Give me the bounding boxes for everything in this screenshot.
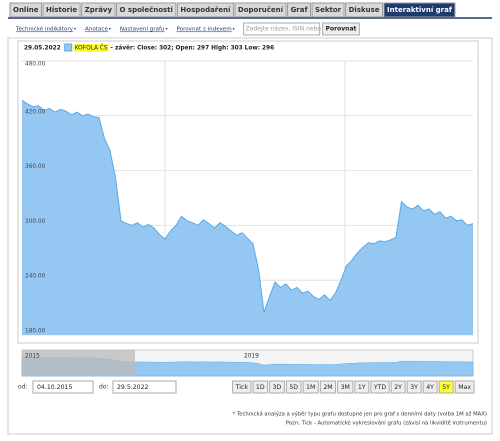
from-input-box[interactable] [32, 380, 94, 394]
toolbar-link[interactable]: Nastavení grafu [120, 26, 165, 33]
area-line [21, 99, 474, 313]
search-box[interactable] [243, 22, 321, 36]
tab-label[interactable]: Online [13, 6, 39, 14]
to-label: do: [99, 384, 109, 391]
range-button[interactable]: Tick [235, 384, 249, 391]
y-tick-label: 360.00 [25, 164, 46, 170]
range-button[interactable]: Max [458, 384, 471, 391]
date-label: 29.05.2022 [24, 46, 61, 52]
range-button-box[interactable] [454, 380, 475, 394]
y-tick-label: 480.00 [25, 62, 46, 68]
y-tick-label: 240.00 [25, 274, 46, 280]
range-button-box[interactable] [269, 380, 285, 394]
tab-label[interactable]: Hospodaření [180, 6, 231, 14]
range-button[interactable]: 1Y [358, 384, 366, 391]
compare-button-box[interactable] [322, 22, 360, 36]
toolbar-link[interactable]: Porovnat s indexem [176, 27, 231, 33]
y-tick-label: 180.00 [25, 329, 46, 335]
to-input[interactable]: 29.5.2022 [117, 384, 149, 391]
tab[interactable] [287, 2, 312, 18]
tab-label[interactable]: Graf [291, 6, 309, 14]
y-tick-label: 300.00 [25, 219, 46, 225]
range-button-box[interactable] [354, 380, 370, 394]
range-button[interactable]: 5D [289, 384, 298, 391]
range-button-box[interactable] [319, 380, 337, 394]
panel-frame [7, 37, 493, 435]
note: Pozn: Tick - Automatické vykreslování gr… [286, 420, 487, 427]
range-button[interactable]: 5Y [442, 384, 450, 391]
tab[interactable] [311, 2, 345, 18]
tab[interactable] [176, 2, 234, 18]
tab-label[interactable]: O společnosti [120, 6, 173, 14]
tab-label[interactable]: Diskuse [349, 6, 380, 14]
legend-swatch [64, 43, 73, 52]
range-button[interactable]: 3M [341, 384, 350, 391]
legend-detail: - závěr: Close: 302; Open: 297 High: 303… [111, 45, 275, 52]
tab[interactable] [234, 2, 287, 18]
compare-button[interactable]: Porovnat [326, 26, 357, 33]
legend-highlight [73, 44, 109, 52]
tab-label[interactable]: Zprávy [85, 6, 113, 14]
range-button-box[interactable] [406, 380, 422, 394]
note: * Technická analýza a výběr typu grafu d… [233, 411, 487, 418]
tab-label[interactable]: Doporučení [238, 6, 284, 14]
tab[interactable] [383, 2, 456, 18]
tab[interactable] [9, 2, 42, 18]
dropdown-arrow: ▾ [109, 26, 111, 31]
range-button-box[interactable] [438, 380, 454, 394]
navigator-label: 2015 [25, 354, 40, 360]
navigator-mask [22, 350, 135, 376]
range-button-box[interactable] [337, 380, 354, 394]
range-button-box[interactable] [422, 380, 438, 394]
from-label: od: [18, 384, 28, 391]
from-input[interactable]: 04.10.2015 [37, 384, 72, 391]
range-button[interactable]: 1M [306, 384, 315, 391]
range-button[interactable]: 2M [323, 384, 332, 391]
navigator-label: 2019 [244, 354, 259, 360]
tab[interactable] [42, 2, 81, 18]
range-button[interactable]: YTD [373, 384, 387, 391]
dropdown-arrow: ▾ [233, 26, 235, 31]
search-input[interactable]: Zadejte název, ISIN nebo [246, 26, 322, 33]
toolbar-link[interactable]: Technické indikátory [15, 26, 74, 33]
range-button-box[interactable] [285, 380, 302, 394]
range-button[interactable]: 2Y [394, 384, 402, 391]
range-button-box[interactable] [370, 380, 390, 394]
tab[interactable] [116, 2, 177, 18]
tab-label[interactable]: Sektor [315, 6, 342, 14]
range-button[interactable]: 3Y [410, 384, 418, 391]
range-button[interactable]: 1D [256, 384, 265, 391]
area [22, 100, 473, 335]
dropdown-arrow: ▾ [165, 26, 167, 31]
tab-label[interactable]: Historie [46, 6, 77, 14]
range-button-box[interactable] [232, 380, 252, 394]
to-input-box[interactable] [112, 380, 177, 394]
tab[interactable] [81, 2, 116, 18]
dropdown-arrow: ▾ [74, 26, 76, 31]
tab[interactable] [345, 2, 384, 18]
range-button-box[interactable] [390, 380, 406, 394]
range-button-box[interactable] [252, 380, 269, 394]
toolbar-link[interactable]: Anotace [85, 27, 108, 33]
legend-name: KOFOLA ČS [75, 45, 108, 52]
range-button[interactable]: 3D [273, 384, 282, 391]
tab-label[interactable]: Interaktivní graf [387, 6, 453, 14]
range-button[interactable]: 4Y [426, 384, 434, 391]
y-tick-label: 420.00 [25, 109, 46, 115]
range-button-box[interactable] [302, 380, 319, 394]
